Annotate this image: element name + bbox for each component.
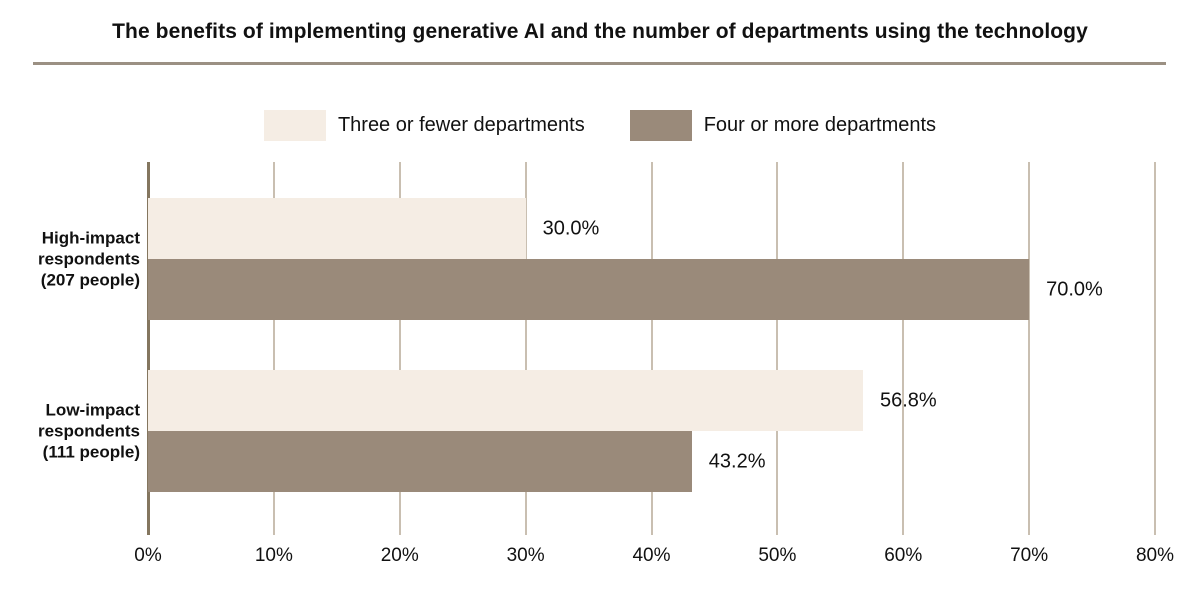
- chart-title: The benefits of implementing generative …: [112, 20, 1088, 43]
- x-axis-tick-label: 0%: [134, 545, 162, 566]
- bar-value-label: 30.0%: [542, 217, 600, 239]
- gridline: [902, 162, 905, 535]
- x-axis-tick-label: 50%: [758, 545, 797, 566]
- legend-label: Three or fewer departments: [337, 114, 585, 136]
- gridline: [650, 162, 653, 535]
- gridline: [398, 162, 401, 535]
- legend-swatch-three-or-fewer: [263, 110, 326, 141]
- category-label-high-impact: High-impact respondents (207 people): [37, 228, 140, 290]
- bar-value-label: 56.8%: [879, 389, 937, 411]
- bar-value-label: 70.0%: [1046, 278, 1103, 300]
- legend-item-four-or-more: Four or more departments: [629, 110, 937, 141]
- legend-label: Four or more departments: [703, 114, 937, 136]
- bar-three-or-fewer-cat1: [148, 370, 863, 431]
- legend-swatch-four-or-more: [629, 110, 692, 141]
- plot-area: 0% 10% 20% 30% 40% 50% 60% 70% 80% 30.0% 56.8% 70.0…: [134, 162, 1174, 566]
- x-axis-tick-label: 20%: [380, 545, 419, 566]
- legend-item-three-or-fewer: Three or fewer departments: [263, 110, 585, 141]
- x-axis-tick-label: 30%: [506, 545, 545, 566]
- x-axis-tick-label: 60%: [884, 545, 923, 566]
- axis-zero-line: [146, 162, 150, 535]
- x-axis-tick-label: 70%: [1010, 545, 1049, 566]
- gridline: [1154, 162, 1156, 535]
- bar-four-or-more-cat1: [148, 431, 692, 492]
- bar-four-or-more-cat0: [148, 259, 1030, 320]
- gridline: [776, 162, 779, 535]
- x-axis-tick-label: 10%: [254, 545, 293, 566]
- gridline: [1028, 162, 1031, 535]
- bar-three-or-fewer-cat0: [148, 198, 526, 259]
- gridline: [524, 162, 527, 535]
- category-label-low-impact: Low-impact respondents (111 people): [37, 400, 140, 462]
- x-axis-tick-label: 80%: [1135, 545, 1175, 566]
- gridline: [272, 162, 275, 535]
- legend: Three or fewer departments Four or more …: [0, 110, 1200, 141]
- title-rule: [33, 62, 1166, 65]
- x-axis-tick-label: 40%: [632, 545, 671, 566]
- bar-value-label: 43.2%: [708, 450, 766, 472]
